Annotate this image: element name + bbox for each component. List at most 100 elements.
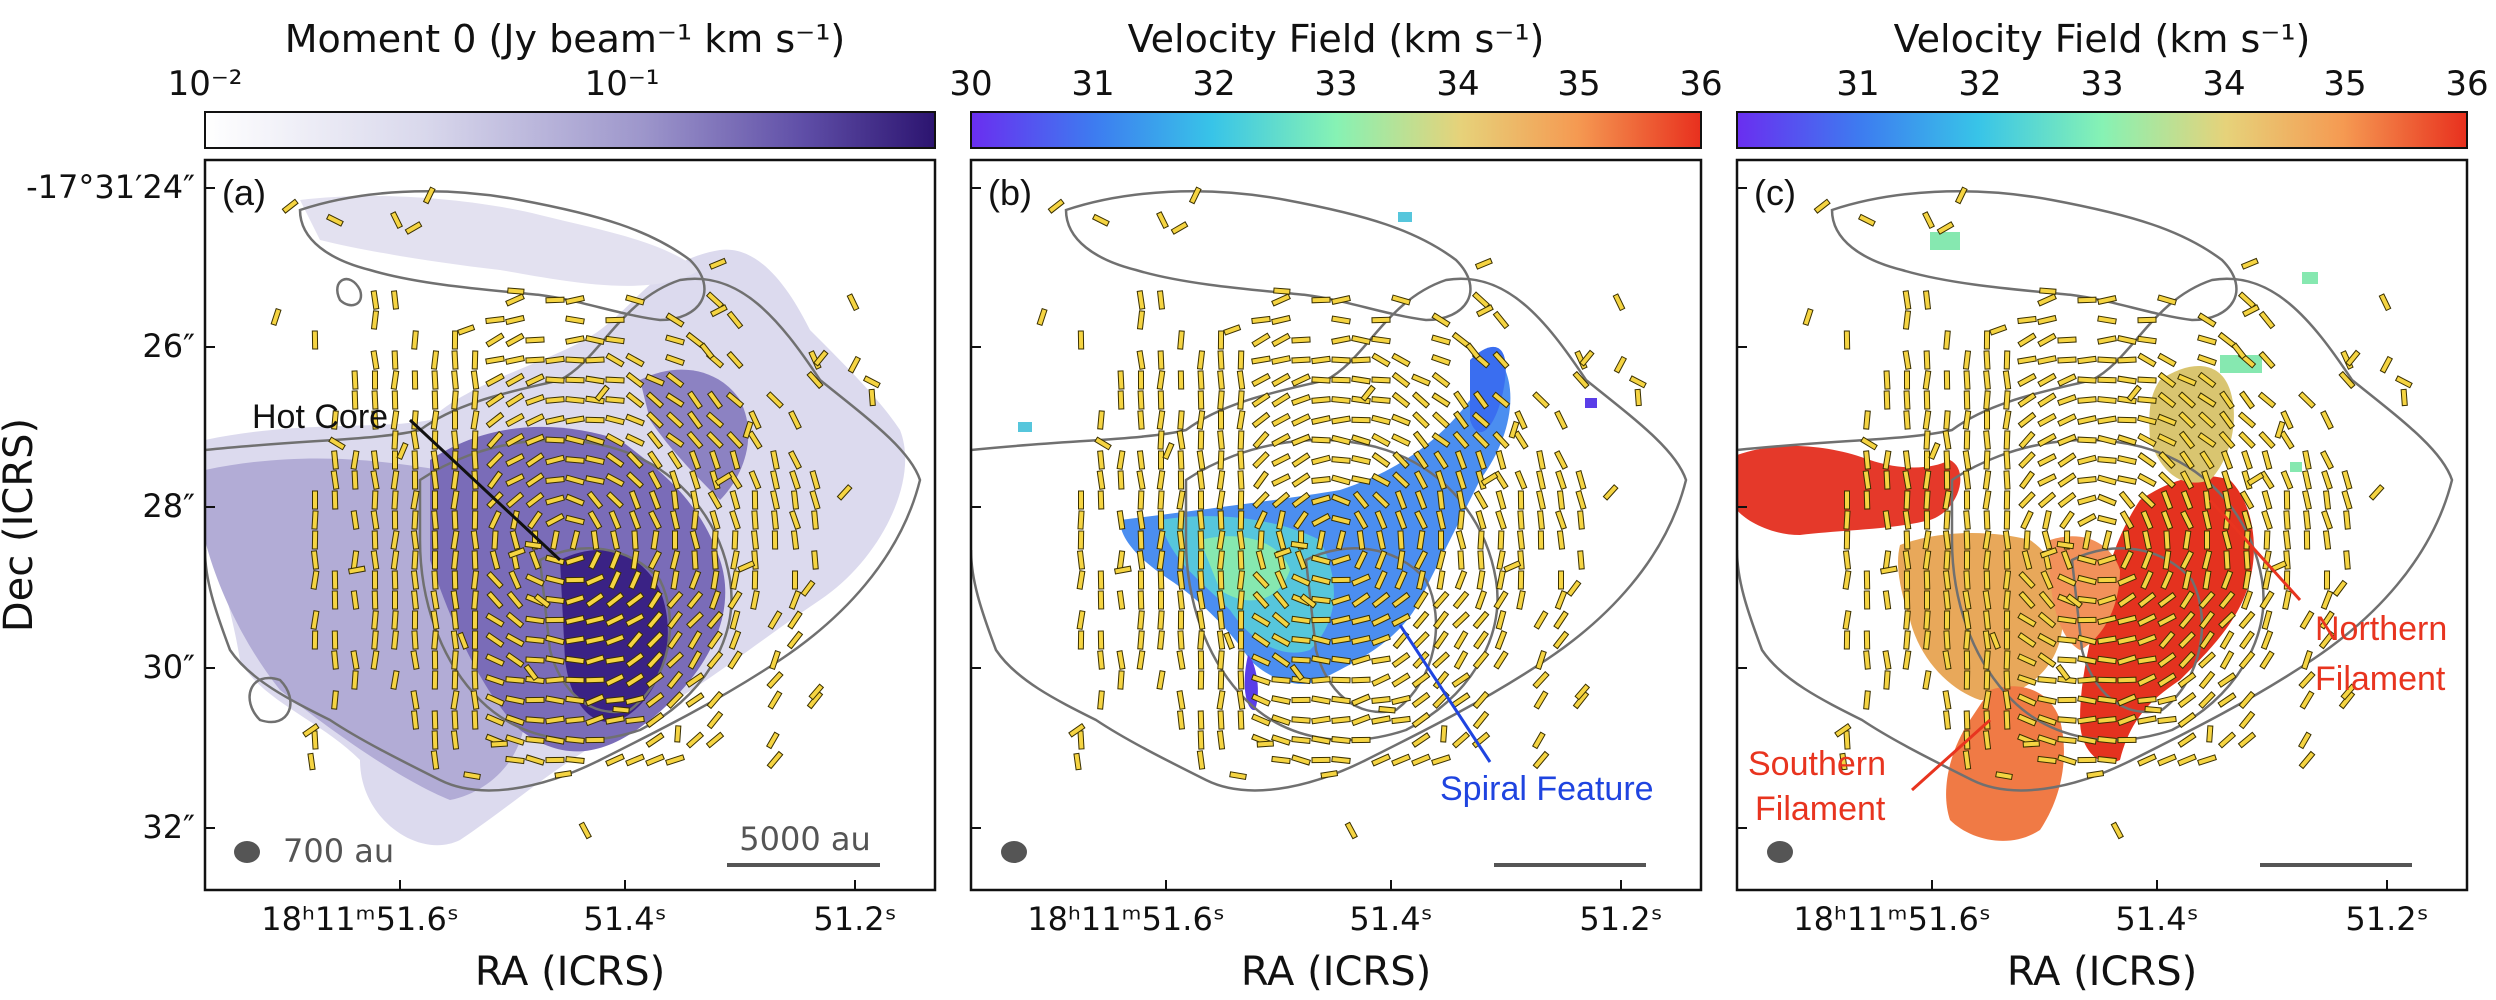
polarization-vector — [1236, 570, 1246, 590]
polarization-vector — [2178, 411, 2196, 429]
polarization-vector — [545, 494, 565, 506]
polarization-vector — [1391, 694, 1411, 706]
polarization-vector — [625, 652, 645, 668]
polarization-vector — [2077, 695, 2097, 705]
polarization-vector — [770, 450, 780, 470]
polarization-vector — [505, 392, 525, 408]
polarization-vector — [411, 330, 419, 350]
polarization-vector — [2057, 656, 2077, 664]
colorbar-tick-c-1: 32 — [1958, 64, 2001, 104]
polarization-vector — [565, 474, 585, 486]
polarization-vector — [1863, 570, 1871, 590]
panel-a: (a) Hot Core 700 au 5000 au — [203, 158, 937, 892]
polarization-vector — [1537, 530, 1545, 550]
polarization-vector — [686, 611, 704, 629]
polarization-vector — [569, 530, 581, 550]
panel-c-polarization-vectors — [1802, 186, 2413, 840]
polarization-vector — [486, 430, 504, 450]
polarization-vector — [608, 570, 622, 590]
x-axis-title-c: RA (ICRS) — [2007, 949, 2197, 995]
polarization-vector — [1351, 434, 1371, 446]
polarization-vector — [1452, 430, 1470, 450]
polarization-vector — [1431, 371, 1451, 389]
polarization-vector — [2057, 452, 2077, 468]
polarization-vector — [2394, 375, 2413, 389]
polarization-vector — [430, 450, 440, 470]
polarization-vector — [625, 753, 645, 767]
polarization-vector — [1331, 614, 1351, 626]
polarization-vector — [471, 490, 479, 510]
polarization-vector — [1177, 510, 1185, 530]
polarization-vector — [1217, 510, 1225, 530]
polarization-vector — [2239, 490, 2255, 510]
polarization-vector — [2258, 431, 2276, 449]
polarization-vector — [685, 672, 705, 688]
polarization-vector — [2037, 714, 2057, 726]
polarization-vector — [2110, 821, 2124, 840]
polarization-vector — [1136, 550, 1146, 570]
polarization-vector — [585, 676, 605, 684]
polarization-vector — [1271, 372, 1291, 388]
polarization-vector — [1517, 490, 1525, 510]
polarization-vector — [1963, 570, 1971, 590]
polarization-vector — [1473, 490, 1489, 510]
polarization-vector — [1252, 470, 1270, 490]
polarization-vector — [1291, 433, 1311, 447]
polarization-vector — [2137, 452, 2157, 468]
polarization-vector — [862, 375, 881, 389]
polarization-vector — [1351, 356, 1371, 364]
polarization-vector — [1271, 755, 1291, 765]
y-axis-title: Dec (ICRS) — [0, 418, 42, 632]
polarization-vector — [1097, 630, 1105, 650]
polarization-vector — [1311, 355, 1331, 365]
polarization-vector — [1097, 490, 1105, 510]
polarization-vector — [505, 314, 525, 326]
polarization-vector — [545, 436, 565, 444]
polarization-vector — [1371, 591, 1391, 609]
polarization-vector — [766, 670, 784, 690]
polarization-vector — [2077, 715, 2097, 725]
polarization-vector — [786, 630, 804, 650]
polarization-vector — [565, 614, 585, 626]
polarization-vector — [505, 372, 525, 388]
polarization-vector — [1982, 530, 1992, 550]
polarization-vector — [1863, 410, 1871, 430]
polarization-vector — [2320, 590, 2334, 610]
polarization-vector — [645, 753, 665, 767]
polarization-vector — [545, 595, 565, 605]
polarization-vector — [605, 655, 625, 665]
polarization-vector — [2082, 530, 2092, 550]
polarization-vector — [2057, 716, 2077, 724]
polarization-vector — [1271, 392, 1291, 408]
polarization-vector — [410, 650, 420, 670]
polarization-vector — [1962, 590, 1972, 610]
polarization-vector — [708, 590, 722, 610]
polarization-vector — [1291, 754, 1311, 766]
polarization-vector — [1843, 630, 1851, 650]
polarization-vector — [330, 470, 340, 490]
y-tick-0: -17°31′24″ — [26, 168, 195, 206]
polarization-vector — [371, 590, 379, 610]
polarization-vector — [1433, 630, 1449, 650]
polarization-vector — [1076, 570, 1086, 590]
polarization-vector — [706, 431, 724, 449]
polarization-vector — [331, 650, 339, 670]
polarization-vector — [1962, 750, 1972, 770]
polarization-vector — [2157, 612, 2177, 628]
polarization-vector — [625, 694, 645, 706]
polarization-vector — [1536, 470, 1546, 490]
colorbar-tick-c-4: 35 — [2323, 64, 2366, 104]
polarization-vector — [1903, 610, 1911, 630]
polarization-vector — [605, 432, 625, 448]
polarization-vector — [2341, 470, 2353, 490]
polarization-vector — [1196, 350, 1206, 370]
polarization-vector — [2332, 579, 2348, 597]
polarization-vector — [486, 571, 504, 589]
polarization-vector — [565, 376, 585, 384]
polarization-vector — [2280, 410, 2294, 430]
polarization-vector — [585, 375, 605, 385]
polarization-vector — [1863, 450, 1871, 470]
polarization-vector — [1602, 484, 1619, 501]
polarization-vector — [2097, 493, 2117, 507]
polarization-vector — [2258, 310, 2276, 330]
